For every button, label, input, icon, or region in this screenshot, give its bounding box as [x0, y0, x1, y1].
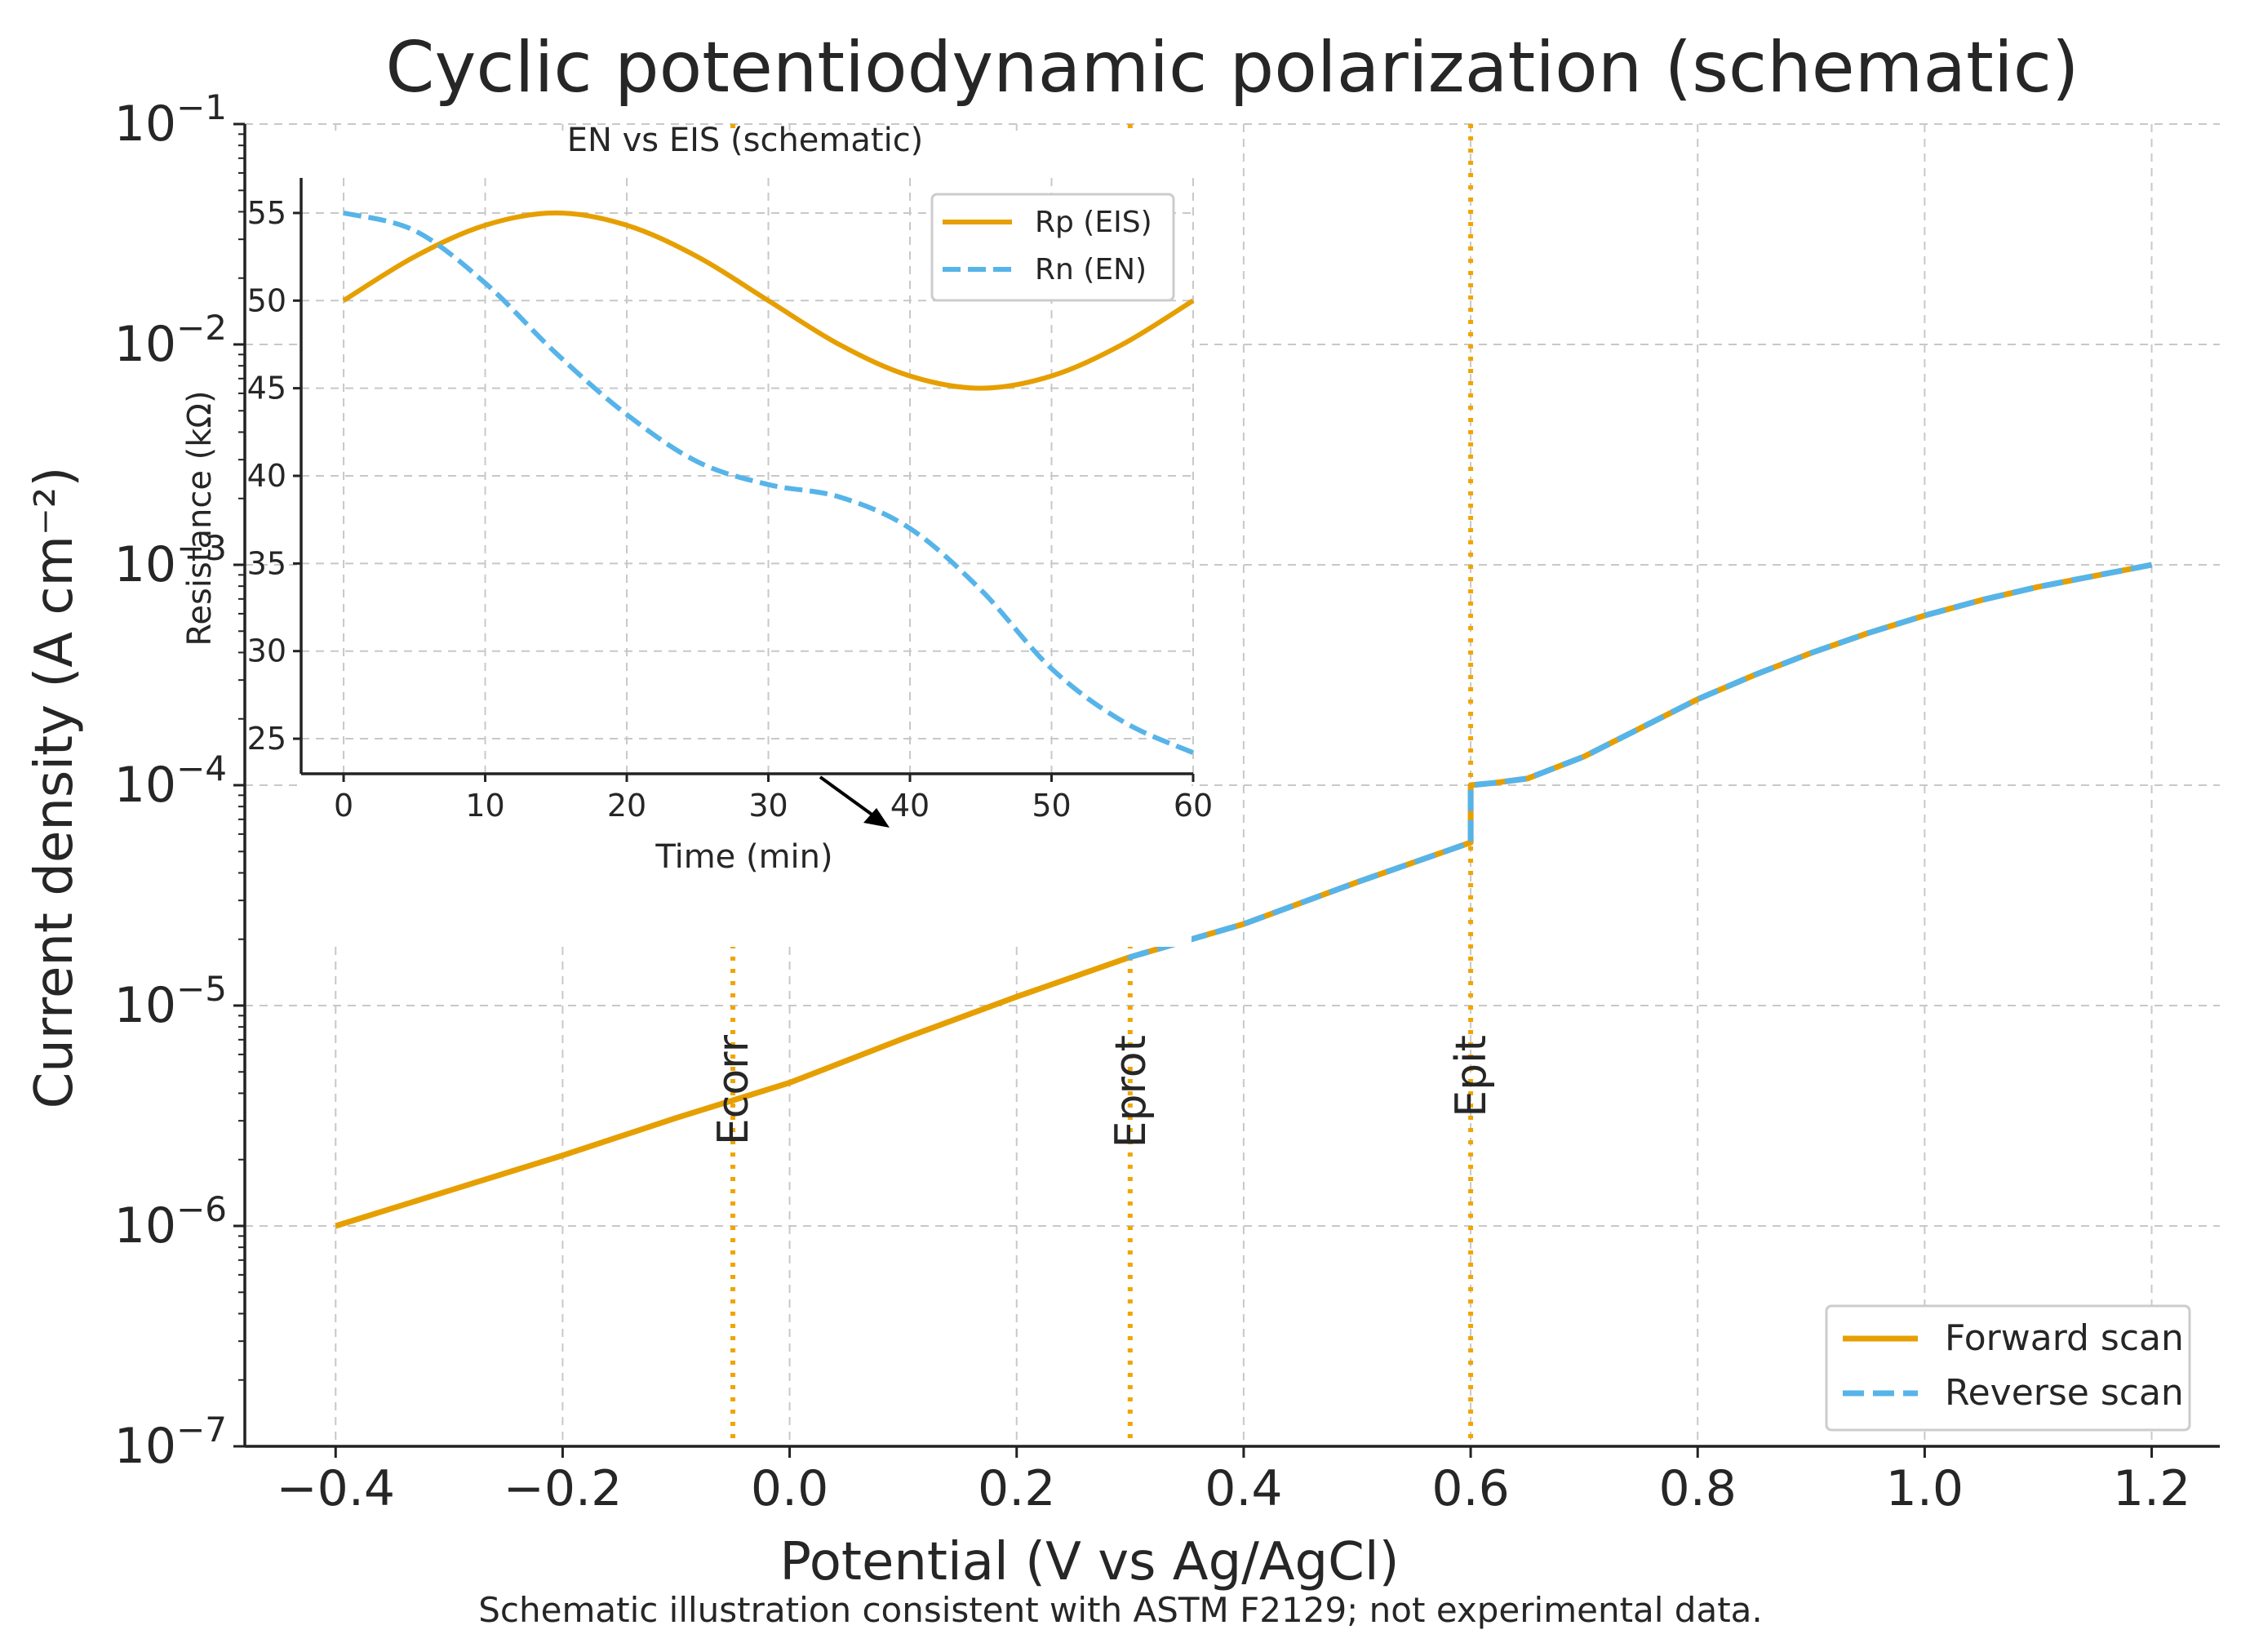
- x-tick-label: 0.2: [978, 1460, 1055, 1517]
- inset-legend-label-rp: Rp (EIS): [1035, 206, 1152, 239]
- inset-title: EN vs EIS (schematic): [567, 122, 924, 159]
- x-tick-label: 0.6: [1431, 1460, 1509, 1517]
- inset-connector-arrow: [819, 775, 890, 828]
- inset-legend-label-rn: Rn (EN): [1035, 253, 1147, 286]
- main-series-layer: [335, 562, 2153, 1229]
- marker-label-epit: Epit: [1447, 1035, 1496, 1117]
- inset-y-ticks: 25 30 35 40 45 50 55: [247, 195, 301, 757]
- inset-legend: Rp (EIS) Rn (EN): [930, 193, 1175, 302]
- inset-y-tick-label: 35: [247, 545, 286, 581]
- x-tick-label: 0.8: [1659, 1460, 1737, 1517]
- inset-y-axis-label: Resistance (kΩ): [181, 390, 219, 646]
- legend-label-reverse: Reverse scan: [1945, 1372, 2184, 1414]
- x-tick-label: 0.4: [1205, 1460, 1282, 1517]
- inset-x-tick-label: 60: [1174, 788, 1213, 824]
- inset-x-tick-label: 10: [465, 788, 504, 824]
- x-tick-label: −0.2: [504, 1460, 623, 1517]
- x-tick-label: −0.4: [276, 1460, 395, 1517]
- inset-x-tick-label: 30: [748, 788, 788, 824]
- inset-series-rp-eis: [342, 210, 1195, 391]
- inset-y-tick-label: 25: [247, 721, 286, 757]
- main-legend: Forward scan Reverse scan: [1825, 1304, 2191, 1432]
- marker-label-ecorr: Ecorr: [709, 1034, 758, 1145]
- y-tick-label: 10−6: [114, 1189, 227, 1255]
- inset-x-tick-label: 50: [1032, 788, 1071, 824]
- inset-series-rn-en: [343, 210, 1195, 755]
- inset-x-axis-label: Time (min): [655, 838, 832, 876]
- caption: Schematic illustration consistent with A…: [478, 1590, 1763, 1630]
- marker-label-eprot: Eprot: [1107, 1035, 1156, 1148]
- x-axis-label: Potential (V vs Ag/AgCl): [779, 1532, 1399, 1592]
- series-reverse-scan: [335, 562, 2153, 961]
- chart-title: Cyclic potentiodynamic polarization (sch…: [385, 27, 2079, 109]
- x-tick-label: 0.0: [751, 1460, 828, 1517]
- y-tick-label: 10−2: [114, 308, 227, 373]
- inset-y-tick-label: 40: [247, 458, 286, 494]
- inset-y-tick-label: 50: [247, 282, 286, 318]
- x-tick-label: 1.0: [1886, 1460, 1964, 1517]
- inset-y-tick-label: 55: [247, 195, 286, 231]
- inset-y-tick-label: 45: [247, 371, 286, 406]
- y-tick-label: 10−3: [114, 528, 227, 593]
- inset-x-ticks: 0 10 20 30 40 50 60: [334, 774, 1213, 824]
- y-tick-label: 10−5: [114, 969, 227, 1034]
- inset-x-tick-label: 20: [607, 788, 646, 824]
- y-tick-label: 10−4: [114, 748, 227, 814]
- inset-x-tick-label: 40: [890, 788, 930, 824]
- inset-series-layer: [342, 210, 1195, 755]
- y-axis-label: Current density (A cm⁻²): [24, 467, 85, 1109]
- y-tick-label: 10−7: [114, 1410, 227, 1475]
- legend-label-forward: Forward scan: [1945, 1317, 2184, 1359]
- y-tick-label: 10−1: [114, 87, 227, 153]
- x-axis-ticks: −0.4 −0.2 0.0 0.2 0.4 0.6 0.8 1.0 1.2: [276, 1446, 2190, 1517]
- y-axis-ticks: 10−7 10−6 10−5 10−4 10−3 10−2 10−1: [114, 87, 245, 1475]
- inset-y-tick-label: 30: [247, 633, 286, 669]
- inset-x-tick-label: 0: [334, 788, 353, 824]
- inset-grid: [301, 178, 1194, 774]
- inset-chart: EN vs EIS (schematic) 0 10 20 30 40 50 60 25 30…: [181, 122, 1213, 947]
- x-tick-label: 1.2: [2113, 1460, 2190, 1517]
- marker-labels: Ecorr Eprot Epit: [709, 1034, 1496, 1148]
